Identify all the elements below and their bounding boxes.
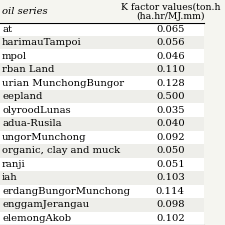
Bar [0, 144, 204, 158]
Text: harimauTampoi: harimauTampoi [2, 38, 82, 47]
Bar [0, 22, 204, 36]
Bar [0, 36, 204, 50]
Bar [0, 130, 204, 144]
Text: 0.103: 0.103 [156, 173, 185, 182]
Text: at: at [2, 25, 12, 34]
Bar [0, 63, 204, 76]
Text: K factor values(ton.h: K factor values(ton.h [121, 2, 220, 11]
Text: 0.050: 0.050 [156, 146, 185, 155]
Text: 0.035: 0.035 [156, 106, 185, 115]
Bar [0, 50, 204, 63]
Text: ranji: ranji [2, 160, 26, 169]
Text: 0.114: 0.114 [156, 187, 185, 196]
Text: elemongAkob: elemongAkob [2, 214, 71, 223]
Text: (ha.hr/MJ.mm): (ha.hr/MJ.mm) [136, 12, 205, 21]
Text: 0.040: 0.040 [156, 119, 185, 128]
Text: 0.056: 0.056 [156, 38, 184, 47]
Bar [0, 90, 204, 104]
Text: urian MunchongBungor: urian MunchongBungor [2, 79, 124, 88]
Bar [0, 171, 204, 184]
Text: 0.098: 0.098 [156, 200, 185, 209]
Bar [0, 198, 204, 212]
Bar [0, 184, 204, 198]
Text: ungorMunchong: ungorMunchong [2, 133, 87, 142]
Text: 0.128: 0.128 [156, 79, 185, 88]
Bar [0, 117, 204, 130]
Bar [0, 104, 204, 117]
Bar [0, 158, 204, 171]
Text: 0.092: 0.092 [156, 133, 185, 142]
Text: erdangBungorMunchong: erdangBungorMunchong [2, 187, 130, 196]
Text: enggamJerangau: enggamJerangau [2, 200, 89, 209]
Text: olyroodLunas: olyroodLunas [2, 106, 71, 115]
Bar [0, 212, 204, 225]
Text: oil series: oil series [2, 7, 48, 16]
Text: iah: iah [2, 173, 18, 182]
Text: rban Land: rban Land [2, 65, 54, 74]
Text: organic, clay and muck: organic, clay and muck [2, 146, 120, 155]
Text: 0.065: 0.065 [156, 25, 184, 34]
Text: eepland: eepland [2, 92, 43, 101]
Text: 0.500: 0.500 [156, 92, 185, 101]
Text: mpol: mpol [2, 52, 27, 61]
Text: adua-Rusila: adua-Rusila [2, 119, 62, 128]
Text: 0.046: 0.046 [156, 52, 185, 61]
Bar [0, 76, 204, 90]
Text: 0.110: 0.110 [156, 65, 185, 74]
Text: 0.051: 0.051 [156, 160, 185, 169]
Text: 0.102: 0.102 [156, 214, 185, 223]
